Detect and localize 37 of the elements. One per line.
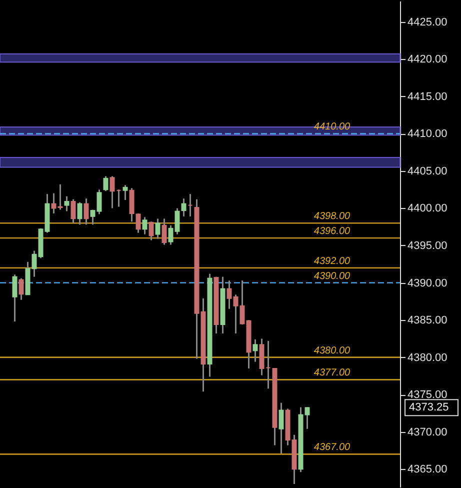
y-tick-label: 4420.00	[408, 54, 448, 66]
ref-line-label: 4390.00	[314, 270, 351, 282]
candlestick	[162, 218, 167, 246]
ref-line-label: 4398.00	[314, 211, 351, 222]
candlestick	[103, 175, 108, 192]
y-tick-label: 4400.00	[408, 202, 448, 215]
candlestick	[155, 218, 160, 240]
candlestick	[259, 338, 264, 376]
y-tick-label: 4365.00	[408, 464, 448, 476]
candlestick	[278, 402, 284, 454]
y-tick-label: 4380.00	[408, 352, 448, 364]
candlestick	[122, 184, 128, 201]
ref-line-label: 4380.00	[314, 345, 351, 356]
candlestick	[148, 220, 154, 242]
ref-line-label: 4392.00	[314, 256, 351, 267]
text: 4373.25	[409, 402, 449, 414]
candlestick	[64, 196, 70, 212]
ref-line-label: 4396.00	[314, 226, 351, 238]
candlestick	[84, 198, 89, 226]
ref-line-label: 4377.00	[314, 368, 351, 379]
y-tick-label: 4370.00	[408, 426, 448, 438]
y-tick-label: 4375.00	[408, 389, 448, 402]
y-tick-label: 4405.00	[408, 165, 448, 178]
candlestick	[12, 274, 18, 322]
candlestick	[77, 202, 82, 226]
y-tick-label: 4385.00	[408, 314, 448, 327]
ref-line-label: 4367.00	[314, 442, 351, 454]
candlestick	[18, 278, 24, 301]
candlestick	[110, 175, 115, 209]
y-tick-label: 4395.00	[408, 240, 448, 252]
candlestick	[70, 198, 76, 224]
candlestick	[252, 338, 258, 363]
y-tick-label: 4415.00	[408, 90, 448, 103]
y-tick-label: 4410.00	[408, 128, 448, 140]
candlestick	[142, 216, 148, 236]
y-tick-label: 4390.00	[408, 277, 448, 290]
y-tick-label: 4425.00	[408, 16, 448, 28]
